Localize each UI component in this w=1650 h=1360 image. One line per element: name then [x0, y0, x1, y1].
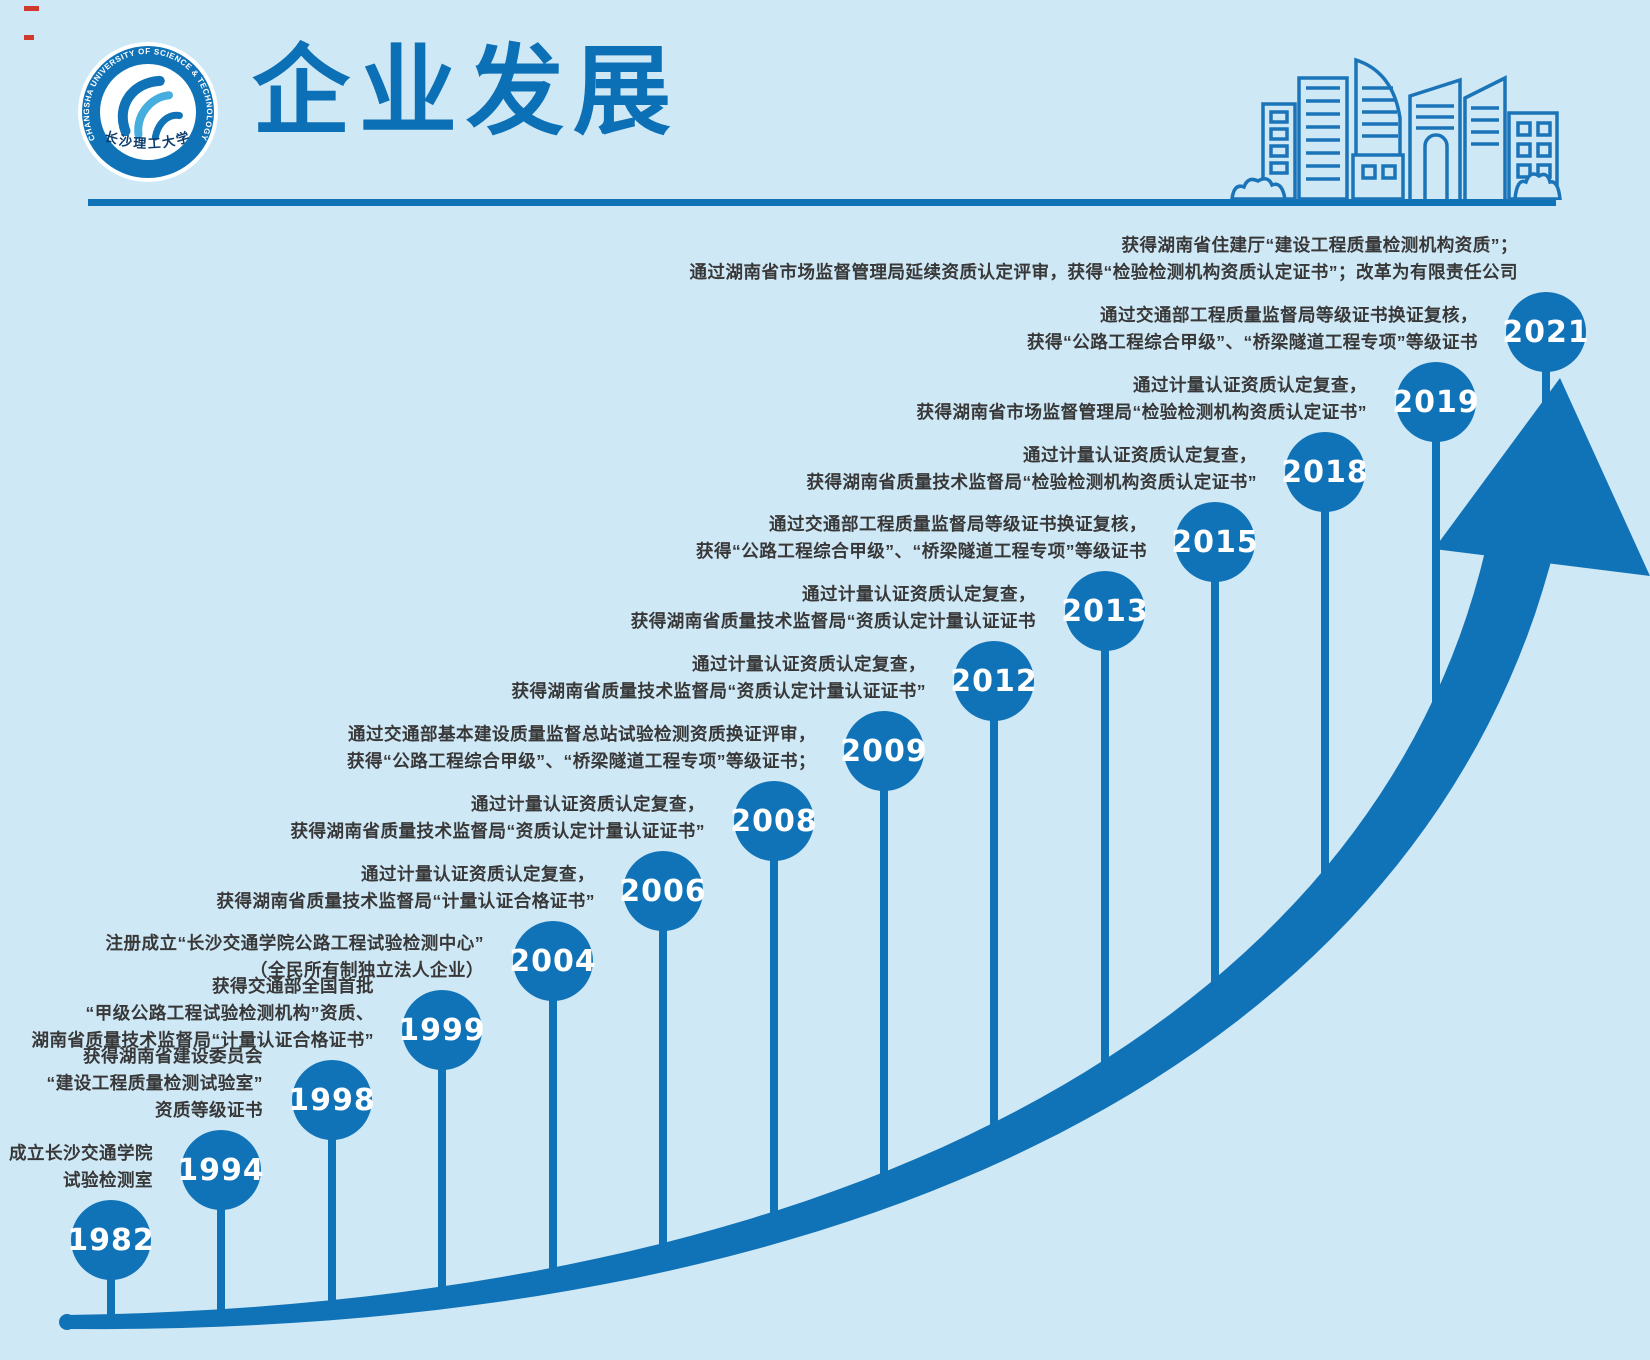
milestone-circle-2018: 2018	[1281, 432, 1368, 512]
milestone-line: 通过湖南省市场监督管理局延续资质认定评审，获得“检验检测机构资质认定证书”；改革…	[689, 262, 1518, 282]
milestone-text-1982: 成立长沙交通学院试验检测室	[9, 1140, 153, 1194]
milestone-line: 获得“公路工程综合甲级”、“桥梁隧道工程专项”等级证书	[1027, 332, 1478, 352]
milestone-circle-2012: 2012	[950, 641, 1037, 721]
milestone-text-2019: 通过交通部工程质量监督局等级证书换证复核， 获得“公路工程综合甲级”、“桥梁隧道工…	[1027, 302, 1478, 356]
milestone-line: 资质等级证书	[155, 1100, 263, 1120]
milestone-text-2018: 通过计量认证资质认定复查， 获得湖南省市场监督管理局“检验检测机构资质认定证书”	[917, 372, 1368, 426]
milestone-year-label: 2012	[950, 663, 1038, 699]
milestone-line: 获得湖南省质量技术监督局“计量认证合格证书”	[216, 891, 595, 911]
milestone-year-label: 2004	[509, 943, 597, 979]
milestone-line: 通过计量认证资质认定复查，	[1023, 445, 1257, 465]
milestone-text-1999: 注册成立“长沙交通学院公路工程试验检测中心” （全民所有制独立法人企业）	[106, 930, 485, 984]
milestone-line: 通过交通部工程质量监督局等级证书换证复核，	[769, 514, 1147, 534]
logo-university-name: 长沙理工大学	[103, 129, 191, 152]
milestone-year-label: 2008	[730, 803, 818, 839]
milestone-circle-2021: 2021	[1502, 292, 1589, 372]
university-logo: CHANGSHA UNIVERSITY OF SCIENCE & TECHNOL…	[76, 40, 220, 184]
sail-tower-icon	[1351, 57, 1405, 201]
corner-marks	[24, 6, 39, 64]
milestone-line: 成立长沙交通学院	[9, 1143, 153, 1163]
milestone-text-2009: 通过计量认证资质认定复查， 获得湖南省质量技术监督局“资质认定计量认证证书”	[512, 651, 927, 705]
milestone-year-label: 1999	[398, 1012, 486, 1048]
header-underline	[88, 199, 1556, 206]
milestone-text-1998: 获得交通部全国首批 “甲级公路工程试验检测机构”资质、湖南省质量技术监督局“计量认…	[32, 973, 375, 1054]
milestone-circle-2015: 2015	[1171, 502, 1258, 582]
milestone-line: 获得湖南省质量技术监督局“检验检测机构资质认定证书”	[806, 472, 1257, 492]
milestone-circle-2004: 2004	[509, 921, 596, 1001]
timeline-stems	[107, 332, 1550, 1328]
page-title: 企业发展	[252, 36, 681, 146]
milestone-text-2006: 通过计量认证资质认定复查， 获得湖南省质量技术监督局“资质认定计量认证证书”	[291, 791, 706, 845]
milestone-line: “甲级公路工程试验检测机构”资质、	[85, 1003, 374, 1023]
milestone-year-label: 2013	[1061, 593, 1149, 629]
milestone-circle-1998: 1998	[288, 1060, 375, 1140]
logo-emblem-swirl	[117, 75, 183, 141]
corner-mark	[24, 35, 34, 40]
milestone-line: “建设工程质量检测试验室”	[46, 1073, 263, 1093]
milestone-text-2013: 通过交通部工程质量监督局等级证书换证复核， 获得“公路工程综合甲级”、“桥梁隧道工…	[696, 511, 1147, 565]
milestone-circle-1999: 1999	[398, 990, 485, 1070]
milestone-year-label: 1982	[67, 1222, 155, 1258]
milestone-line: 获得湖南省住建厅“建设工程质量检测机构资质”；	[1121, 235, 1518, 255]
building-icon	[1463, 75, 1507, 199]
milestone-line: 获得交通部全国首批	[212, 976, 374, 996]
milestone-year-label: 2021	[1502, 314, 1590, 350]
milestone-line: 通过计量认证资质认定复查，	[802, 584, 1036, 604]
milestone-line: 获得湖南省市场监督管理局“检验检测机构资质认定证书”	[916, 402, 1367, 422]
milestone-line: 通过计量认证资质认定复查，	[1133, 375, 1367, 395]
milestone-circle-1994: 1994	[177, 1130, 264, 1210]
milestone-text-2004: 通过计量认证资质认定复查， 获得湖南省质量技术监督局“计量认证合格证书”	[217, 861, 596, 915]
milestone-line: 获得湖南省质量技术监督局“资质认定计量认证证书	[630, 611, 1036, 631]
milestone-year-label: 2015	[1171, 524, 1259, 560]
milestone-circle-1982: 1982	[67, 1200, 154, 1280]
arrowhead-icon	[1434, 378, 1650, 576]
milestone-line: 获得湖南省质量技术监督局“资质认定计量认证证书”	[290, 821, 705, 841]
milestone-year-label: 2018	[1281, 454, 1369, 490]
milestone-line: 通过计量认证资质认定复查，	[361, 864, 595, 884]
milestone-line: 注册成立“长沙交通学院公路工程试验检测中心”	[105, 933, 484, 953]
milestone-line: 湖南省质量技术监督局“计量认证合格证书”	[31, 1030, 374, 1050]
city-skyline-illustration	[1225, 48, 1565, 201]
milestone-year-label: 2009	[840, 733, 928, 769]
milestone-year-label: 2006	[619, 873, 707, 909]
building-icon	[1297, 76, 1349, 201]
bush-icon	[1513, 172, 1562, 201]
milestone-circle-2008: 2008	[730, 781, 817, 861]
bush-icon	[1230, 177, 1288, 201]
building-icon	[1408, 77, 1462, 199]
milestone-circle-2009: 2009	[840, 711, 927, 791]
milestone-line: 获得“公路工程综合甲级”、“桥梁隧道工程专项”等级证书	[696, 541, 1147, 561]
corner-mark	[24, 6, 39, 11]
milestone-circle-2013: 2013	[1061, 571, 1148, 651]
milestone-text-2012: 通过计量认证资质认定复查， 获得湖南省质量技术监督局“资质认定计量认证证书	[631, 581, 1036, 635]
milestone-text-2008: 通过交通部基本建设质量监督总站试验检测资质换证评审， 获得“公路工程综合甲级”、“…	[347, 721, 816, 775]
svg-text:长沙理工大学: 长沙理工大学	[103, 129, 193, 152]
milestone-text-2021: 获得湖南省住建厅“建设工程质量检测机构资质”； 通过湖南省市场监督管理局延续资质认…	[690, 232, 1519, 286]
milestone-year-label: 1998	[288, 1082, 376, 1118]
milestone-text-2015: 通过计量认证资质认定复查， 获得湖南省质量技术监督局“检验检测机构资质认定证书”	[807, 442, 1258, 496]
milestone-line: 通过交通部基本建设质量监督总站试验检测资质换证评审，	[348, 724, 816, 744]
milestone-text-1994: 获得湖南省建设委员会 “建设工程质量检测试验室” 资质等级证书	[47, 1043, 264, 1124]
milestone-circle-2019: 2019	[1392, 362, 1479, 442]
milestone-line: 获得湖南省质量技术监督局“资质认定计量认证证书”	[511, 681, 926, 701]
milestone-line: 通过计量认证资质认定复查，	[692, 654, 926, 674]
milestone-line: 获得“公路工程综合甲级”、“桥梁隧道工程专项”等级证书；	[347, 751, 816, 771]
milestone-line: 获得湖南省建设委员会	[83, 1046, 263, 1066]
milestone-line: 通过交通部工程质量监督局等级证书换证复核，	[1100, 305, 1478, 325]
milestone-line: 通过计量认证资质认定复查，	[471, 794, 705, 814]
milestone-circle-2006: 2006	[619, 851, 706, 931]
milestone-year-label: 2019	[1392, 384, 1480, 420]
milestone-year-label: 1994	[177, 1152, 265, 1188]
milestone-line: （全民所有制独立法人企业）	[250, 960, 484, 980]
milestone-line: 试验检测室	[63, 1170, 153, 1190]
